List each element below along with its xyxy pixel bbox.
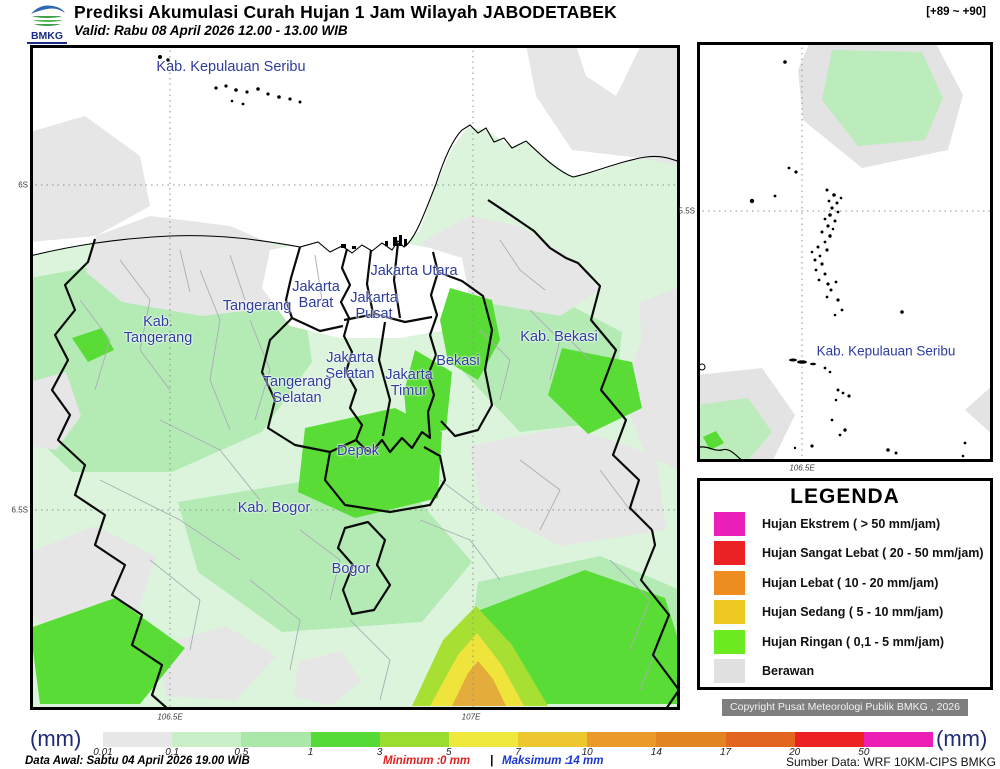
colorbar-segment [587,732,657,747]
minimum-label: Minimum : [383,755,441,767]
region-label-jakarta-selatan: Jakarta Selatan [325,350,375,382]
copyright-bar: Copyright Pusat Meteorologi Publik BMKG … [722,699,968,716]
main-map-canvas [30,45,680,710]
axis-tick-6.5s: 6.5S [11,505,28,515]
inset-map-canvas [697,42,993,462]
colorbar-tick: 1 [307,747,314,758]
colorbar-tick: 0.1 [165,747,180,758]
colorbar-segment [518,732,588,747]
legend-swatch [714,541,745,566]
bmkg-logo-text: BMKG [27,30,67,44]
inset-graticule [697,42,993,462]
rain-shading-layer [30,45,680,710]
colorbar-ticks: 0.01 0.1 0.5 1 3 5 7 10 14 17 20 50 [93,747,933,760]
colorbar-tick: 50 [858,747,870,758]
maksimum-label: Maksimum : [502,755,569,767]
colorbar-tick: 10 [581,747,593,758]
islands [158,55,407,249]
region-label-jakarta-barat: Jakarta Barat [292,279,340,311]
inset-coastline [697,446,745,462]
region-label-tangerang-selatan: Tangerang Selatan [262,374,332,406]
colorbar-tick: 3 [376,747,383,758]
region-label-kab-tangerang: Kab. Tangerang [123,314,193,346]
bmkg-logo-icon: BMKG [27,1,69,44]
valid-time: Valid: Rabu 08 April 2026 12.00 - 13.00 … [74,23,348,38]
axis-tick-6s: 6S [18,180,28,190]
colorbar-tick: 0.01 [93,747,113,758]
legend-swatch [714,629,745,654]
region-label-kab-bekasi: Kab. Bekasi [520,329,598,346]
colorbar-segment [379,732,449,747]
region-label-kab-kepulauan-seribu: Kab. Kepulauan Seribu [156,59,306,76]
legend-label: Hujan Sangat Lebat ( 20 - 50 mm/jam) [762,546,984,561]
colorbar-segment [103,732,173,747]
coastline [30,124,680,257]
region-label-bekasi: Bekasi [436,353,480,370]
colorbar-segment [241,732,311,747]
colorbar-unit-left: (mm) [30,726,82,751]
maksimum-value: 14 mm [567,755,604,767]
inset-islands [749,60,967,458]
colorbar-segment [656,732,726,747]
axis-tick-106.5e: 106.5E [157,712,183,722]
legend-swatch [714,511,745,536]
axis-tick-106.5e: 106.5E [789,463,815,473]
legend-panel: LEGENDA Hujan Ekstrem ( > 50 mm/jam) Huja… [697,478,993,690]
district-borders [50,199,680,710]
forecast-window: [+89 ~ +90] [926,6,986,18]
legend-items: Hujan Ekstrem ( > 50 mm/jam) Hujan Sangat… [700,509,990,686]
colorbar-tick: 14 [650,747,662,758]
legend-item: Hujan Sangat Lebat ( 20 - 50 mm/jam) [700,539,990,569]
legend-item: Berawan [700,657,990,687]
colorbar-tick: 5 [446,747,452,758]
page-title: Prediksi Akumulasi Curah Hujan 1 Jam Wil… [74,2,617,22]
legend-label: Hujan Sedang ( 5 - 10 mm/jam) [762,605,944,620]
colorbar-tick: 17 [719,747,732,758]
axis-tick-107e: 107E [461,712,481,722]
region-label-inset-kepulauan-seribu: Kab. Kepulauan Seribu [816,343,956,359]
region-label-bogor: Bogor [331,561,371,578]
colorbar-segments [103,732,934,747]
minimum-value: 0 mm [440,755,471,767]
footer-separator: | [490,755,494,767]
region-label-jakarta-utara: Jakarta Utara [370,263,458,280]
legend-label: Hujan Ekstrem ( > 50 mm/jam) [762,516,941,531]
colorbar-segment [448,732,519,747]
region-label-jakarta-pusat: Jakarta Pusat [350,290,398,322]
legend-title: LEGENDA [790,485,900,508]
colorbar-unit-right: (mm) [936,726,988,751]
main-map-frame [30,45,680,710]
region-label-tangerang: Tangerang [222,298,292,315]
bmkg-logo-graphic [31,5,65,26]
colorbar-segment [725,732,795,747]
colorbar-segment [172,732,242,747]
legend-item: Hujan Sedang ( 5 - 10 mm/jam) [700,598,990,628]
legend-label: Hujan Lebat ( 10 - 20 mm/jam) [762,575,939,590]
colorbar-segment [863,732,934,747]
inset-shading-layer [697,42,993,462]
subdistrict-borders [79,239,661,701]
colorbar-segment [794,732,864,747]
colorbar-tick: 20 [789,747,801,758]
legend-swatch [714,600,745,625]
legend-item: Hujan Lebat ( 10 - 20 mm/jam) [700,568,990,598]
legend-item: Hujan Ekstrem ( > 50 mm/jam) [700,509,990,539]
axis-tick-5.5s: 5.5S [678,206,695,216]
colorbar-tick: 0.5 [234,747,249,758]
colorbar-segment [310,732,380,747]
legend-label: Hujan Ringan ( 0,1 - 5 mm/jam) [762,634,944,649]
region-label-kab-bogor: Kab. Bogor [237,500,311,517]
sumber-data-text: Sumber Data: WRF 10KM-CIPS BMKG [785,755,996,769]
graticule-lines [30,45,680,710]
region-label-jakarta-timur: Jakarta Timur [385,367,433,399]
colorbar-tick: 7 [515,747,521,758]
data-awal-text: Data Awal: Sabtu 04 April 2026 19.00 WIB [25,755,250,767]
region-label-depok: Depok [337,443,379,460]
legend-swatch [714,659,745,684]
legend-swatch [714,570,745,595]
inset-map-frame [697,42,993,462]
legend-item: Hujan Ringan ( 0,1 - 5 mm/jam) [700,627,990,657]
legend-label: Berawan [762,664,815,679]
